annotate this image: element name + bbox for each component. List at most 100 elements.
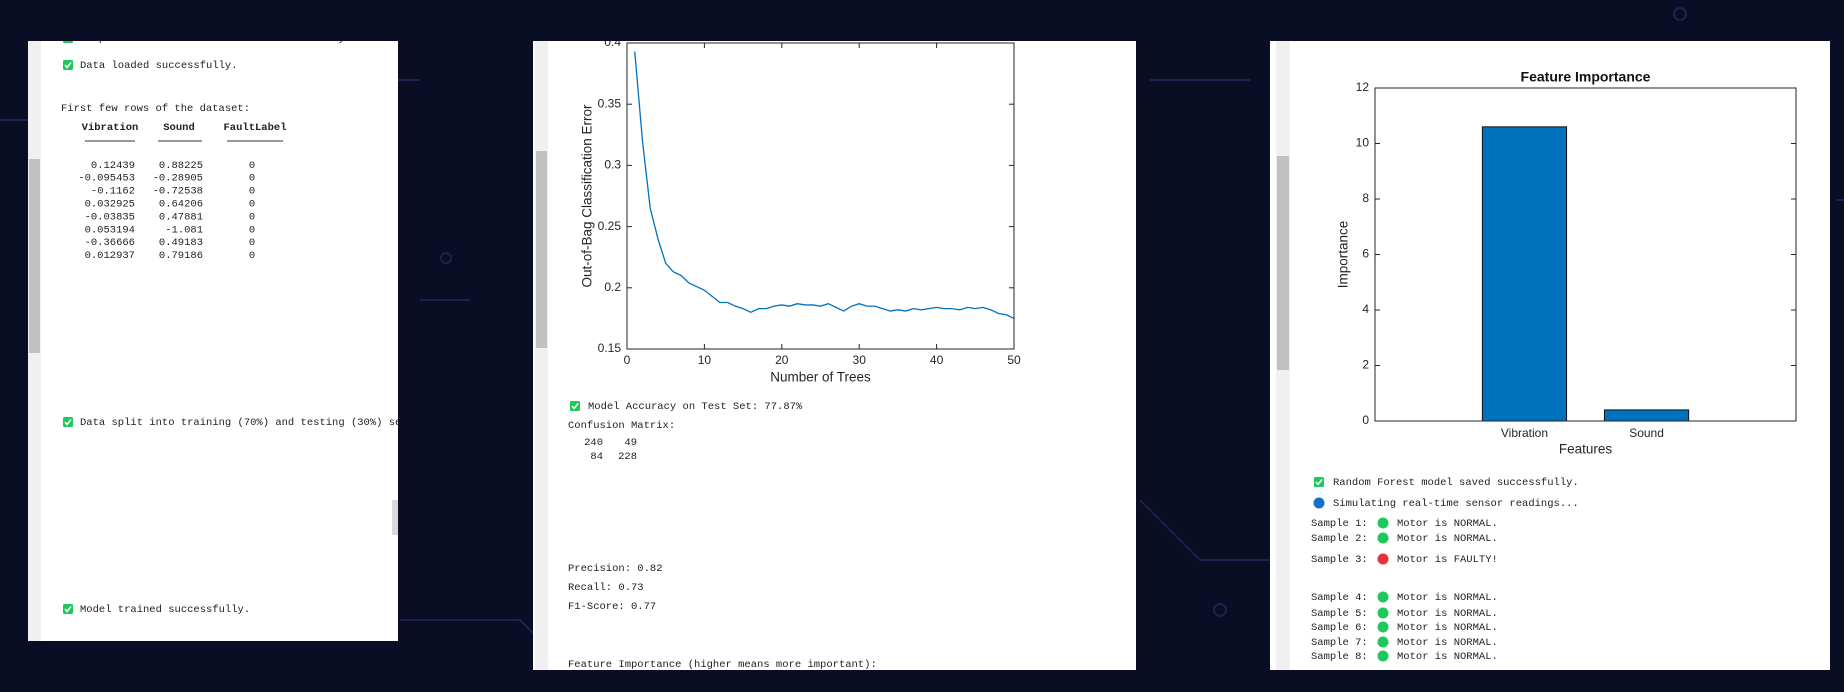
sample-status: Motor is NORMAL. xyxy=(1397,592,1498,604)
check-icon xyxy=(63,60,73,70)
log-message: Model trained successfully. xyxy=(80,604,250,616)
status-dot xyxy=(1377,621,1389,633)
x-tick-label: 20 xyxy=(775,353,789,367)
table-cell: 0 xyxy=(249,160,255,172)
confusion-label: Confusion Matrix: xyxy=(568,420,675,432)
axes-frame xyxy=(1374,87,1797,422)
table-cell: 0.88225 xyxy=(159,160,203,172)
table-header: Vibration xyxy=(82,122,139,134)
sample-status: Motor is NORMAL. xyxy=(1397,533,1498,545)
y-tick-label: 10 xyxy=(1356,136,1370,150)
table-cell: -0.36666 xyxy=(85,237,135,249)
status-dot xyxy=(1377,591,1389,603)
status-dot xyxy=(1377,636,1389,648)
table-cell: -0.03835 xyxy=(85,211,135,223)
scrollbar[interactable] xyxy=(535,41,548,670)
scrollbar-thumb[interactable] xyxy=(29,159,40,353)
table-cell: 0.12439 xyxy=(91,160,135,172)
table-caption: First few rows of the dataset: xyxy=(61,103,250,115)
x-axis-label: Number of Trees xyxy=(770,370,871,385)
status-message: Simulating real-time sensor readings... xyxy=(1333,498,1579,510)
sample-status: Motor is NORMAL. xyxy=(1397,651,1498,663)
y-tick-label: 0.2 xyxy=(604,280,621,294)
y-axis-label: Out-of-Bag Classification Error xyxy=(580,104,595,288)
y-tick-label: 0.25 xyxy=(598,219,622,233)
axes xyxy=(1375,88,1796,421)
simulation-content: Random Forest model saved successfully. S… xyxy=(1311,69,1797,663)
matrix-cell: 240 xyxy=(584,437,603,449)
table-cell: -0.1162 xyxy=(91,186,135,198)
status-dot xyxy=(1377,607,1389,619)
sample-status: Motor is FAULTY! xyxy=(1397,554,1498,566)
axes xyxy=(627,43,1014,349)
table-cell: -0.72538 xyxy=(153,186,203,198)
sample-label: Sample 8: xyxy=(1311,651,1368,663)
x-tick-label: 0 xyxy=(624,353,631,367)
table-cell: 0 xyxy=(249,173,255,185)
metric: Precision: 0.82 xyxy=(568,563,663,575)
table-cell: 0 xyxy=(249,250,255,262)
y-tick-label: 12 xyxy=(1356,80,1370,94)
check-icon xyxy=(1314,477,1324,487)
table-cell: 0 xyxy=(249,198,255,210)
table-header: FaultLabel xyxy=(223,122,286,134)
table-cell: 0.012937 xyxy=(85,250,135,262)
y-tick-label: 0.35 xyxy=(598,96,622,110)
scrollbar-thumb[interactable] xyxy=(1277,156,1289,370)
sample-label: Sample 2: xyxy=(1311,533,1368,545)
log-content: Sample data created and saved successful… xyxy=(61,41,420,616)
matrix-cell: 49 xyxy=(624,437,637,449)
sample-status: Motor is NORMAL. xyxy=(1397,622,1498,634)
x-tick-label: Sound xyxy=(1629,426,1664,440)
check-mark xyxy=(1315,479,1323,486)
scrollbar-thumb[interactable] xyxy=(536,151,547,348)
table-cell: 0 xyxy=(249,237,255,249)
log-message: Data split into training (70%) and testi… xyxy=(80,417,420,429)
status-dot xyxy=(1377,517,1389,529)
table-cell: 0.053194 xyxy=(85,224,135,236)
check-icon xyxy=(63,604,73,614)
x-tick-label: 40 xyxy=(930,353,944,367)
sample-status: Motor is NORMAL. xyxy=(1397,608,1498,620)
sample-label: Sample 1: xyxy=(1311,518,1368,530)
metric: F1-Score: 0.77 xyxy=(568,601,656,613)
table-cell: -0.095453 xyxy=(78,173,135,185)
matrix-cell: 228 xyxy=(618,451,637,463)
sample-label: Sample 6: xyxy=(1311,622,1368,634)
bar xyxy=(1603,409,1690,422)
y-axis-label: Importance xyxy=(1336,221,1351,289)
bar xyxy=(1481,126,1568,422)
log-message: Data loaded successfully. xyxy=(80,60,238,72)
table-cell: 0.79186 xyxy=(159,250,203,262)
status-dot xyxy=(1377,553,1389,565)
y-tick-label: 2 xyxy=(1362,358,1369,372)
check-mark xyxy=(64,419,72,426)
table-cell: 0 xyxy=(249,224,255,236)
status-dot xyxy=(1377,650,1389,662)
x-axis-label: Features xyxy=(1559,442,1613,457)
importance-heading: Feature Importance (higher means more im… xyxy=(568,659,877,671)
panel-edge xyxy=(392,500,398,535)
table-cell: 0.64206 xyxy=(159,198,203,210)
y-tick-label: 0.3 xyxy=(604,158,621,172)
x-tick-label: 50 xyxy=(1007,353,1021,367)
table-cell: 0.032925 xyxy=(85,198,135,210)
y-tick-label: 6 xyxy=(1362,247,1369,261)
check-mark xyxy=(571,403,579,410)
accuracy: Model Accuracy on Test Set: 77.87% xyxy=(588,401,803,413)
sample-status: Motor is NORMAL. xyxy=(1397,518,1498,530)
table-cell: -1.081 xyxy=(165,224,203,236)
axes-frame xyxy=(626,42,1015,350)
check-icon xyxy=(63,41,73,43)
check-mark xyxy=(64,62,72,69)
table-cell: 0 xyxy=(249,211,255,223)
line xyxy=(634,51,1015,319)
x-tick-label: 10 xyxy=(698,353,712,367)
evaluation-content: Model Accuracy on Test Set: 77.87% Confus… xyxy=(568,41,1021,671)
sample-label: Sample 3: xyxy=(1311,554,1368,566)
status-dot xyxy=(1377,532,1389,544)
y-tick-label: 0 xyxy=(1362,413,1369,427)
x-tick-label: 30 xyxy=(853,353,867,367)
